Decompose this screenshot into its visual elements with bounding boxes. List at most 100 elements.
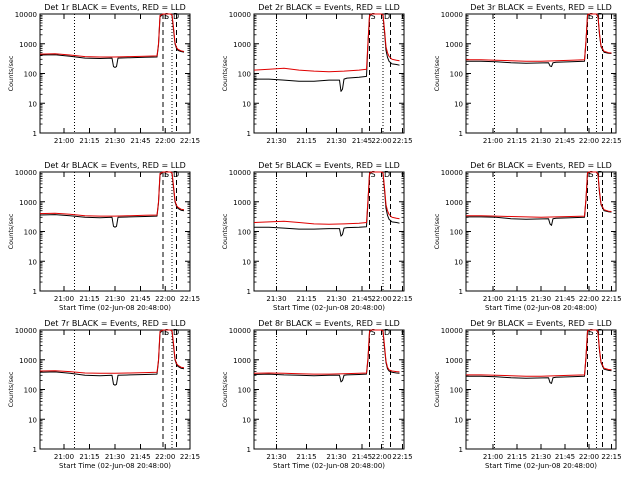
plot-frame	[465, 171, 617, 292]
saa-marker-label: S	[164, 170, 169, 179]
chart-panel: Det 7r BLACK = Events, RED = LLD 1 10 100 10…	[7, 319, 200, 470]
y-tick-label: 100	[450, 71, 463, 79]
chart-title: Det 1r BLACK = Events, RED = LLD	[44, 3, 186, 12]
d-marker-label: D	[598, 328, 604, 337]
y-tick-label: 10000	[229, 327, 251, 335]
y-tick-label: 1000	[445, 41, 463, 49]
x-tick-label: 21:30	[266, 453, 286, 461]
chart-title: Det 7r BLACK = Events, RED = LLD	[44, 319, 186, 328]
lld-series-line	[39, 13, 185, 58]
y-axis-label: Counts/sec	[7, 55, 15, 91]
d-marker-label: D	[173, 170, 179, 179]
saa-marker-label: S	[164, 12, 169, 21]
y-tick-label: 10000	[229, 11, 251, 19]
x-tick-label: 21:30	[531, 453, 551, 461]
events-series-line	[39, 329, 185, 386]
x-tick-label: 21:30	[105, 295, 125, 303]
x-tick-label: 21:30	[531, 137, 551, 145]
x-tick-label: 21:45	[352, 453, 372, 461]
plot-frame	[253, 171, 405, 292]
x-axis-label: Start Time (02-Jun-08 20:48:00)	[59, 304, 171, 312]
y-tick-label: 10	[242, 258, 251, 266]
x-tick-label: 21:00	[54, 453, 74, 461]
chart-title: Det 2r BLACK = Events, RED = LLD	[258, 3, 400, 12]
y-axis-label: Counts/sec	[433, 213, 441, 249]
y-axis-label: Counts/sec	[221, 371, 229, 407]
x-tick-label: 22:15	[180, 137, 200, 145]
d-marker-label: D	[384, 170, 390, 179]
d-marker-label: D	[384, 12, 390, 21]
x-tick-label: 22:00	[579, 453, 599, 461]
x-tick-label: 22:00	[371, 295, 391, 303]
events-series-line	[39, 171, 185, 228]
lld-series-line	[39, 171, 185, 217]
x-axis-label: Start Time (02-Jun-08 20:48:00)	[273, 462, 385, 470]
events-series-line	[254, 171, 400, 237]
y-tick-label: 10000	[15, 169, 37, 177]
chart-title: Det 3r BLACK = Events, RED = LLD	[470, 3, 612, 12]
x-tick-label: 21:30	[266, 137, 286, 145]
saa-marker-label: S	[589, 328, 594, 337]
chart-panel: Det 4r BLACK = Events, RED = LLD 1 10 100 10…	[7, 161, 200, 312]
x-tick-label: 21:00	[483, 453, 503, 461]
chart-title: Det 4r BLACK = Events, RED = LLD	[44, 161, 186, 170]
x-tick-label: 21:30	[326, 453, 346, 461]
x-tick-label: 21:30	[531, 295, 551, 303]
y-axis-label: Counts/sec	[7, 371, 15, 407]
y-tick-label: 10000	[441, 327, 463, 335]
x-tick-label: 22:00	[155, 453, 175, 461]
y-tick-label: 1	[33, 130, 37, 138]
plot-frame	[465, 329, 617, 450]
chart-panel: Det 5r BLACK = Events, RED = LLD 1 10 100 10…	[221, 161, 413, 312]
x-tick-label: 22:15	[180, 453, 200, 461]
lld-series-line	[466, 329, 612, 377]
x-tick-label: 21:45	[352, 295, 372, 303]
x-tick-label: 21:45	[555, 295, 575, 303]
events-series-line	[254, 13, 400, 92]
chart-title: Det 9r BLACK = Events, RED = LLD	[470, 319, 612, 328]
y-tick-label: 10	[242, 100, 251, 108]
y-tick-label: 10	[454, 416, 463, 424]
x-axis-label: Start Time (02-Jun-08 20:48:00)	[485, 462, 597, 470]
y-tick-label: 100	[24, 71, 37, 79]
x-tick-label: 21:45	[352, 137, 372, 145]
chart-panel: Det 2r BLACK = Events, RED = LLD 1 10 100 10…	[221, 3, 413, 145]
y-tick-label: 10	[454, 258, 463, 266]
plot-frame	[253, 329, 405, 450]
plot-frame	[39, 171, 191, 292]
d-marker-label: D	[598, 170, 604, 179]
x-tick-label: 21:15	[296, 295, 316, 303]
y-tick-label: 1	[459, 288, 463, 296]
x-tick-label: 21:30	[326, 295, 346, 303]
saa-marker-label: S	[371, 12, 376, 21]
saa-marker-label: S	[164, 328, 169, 337]
x-tick-label: 22:15	[601, 453, 621, 461]
y-tick-label: 10000	[15, 327, 37, 335]
plot-frame	[465, 13, 617, 134]
x-tick-label: 21:15	[79, 453, 99, 461]
y-tick-label: 10	[28, 100, 37, 108]
x-tick-label: 21:30	[105, 137, 125, 145]
y-tick-label: 100	[238, 229, 251, 237]
x-tick-label: 22:00	[371, 453, 391, 461]
y-axis-label: Counts/sec	[221, 55, 229, 91]
saa-marker-label: S	[371, 170, 376, 179]
x-tick-label: 21:45	[555, 137, 575, 145]
x-tick-label: 21:00	[483, 295, 503, 303]
x-tick-label: 21:45	[130, 295, 150, 303]
y-tick-label: 1000	[445, 199, 463, 207]
x-tick-label: 22:00	[155, 137, 175, 145]
x-tick-label: 22:00	[579, 295, 599, 303]
plot-frame	[39, 329, 191, 450]
d-marker-label: D	[384, 328, 390, 337]
x-axis-label: Start Time (02-Jun-08 20:48:00)	[59, 462, 171, 470]
chart-title: Det 8r BLACK = Events, RED = LLD	[258, 319, 400, 328]
x-tick-label: 22:00	[579, 137, 599, 145]
lld-series-line	[466, 171, 612, 218]
chart-panel: Det 8r BLACK = Events, RED = LLD 1 10 100 10…	[221, 319, 413, 470]
y-axis-label: Counts/sec	[7, 213, 15, 249]
x-tick-label: 21:30	[326, 137, 346, 145]
x-tick-label: 21:15	[507, 453, 527, 461]
d-marker-label: D	[173, 328, 179, 337]
